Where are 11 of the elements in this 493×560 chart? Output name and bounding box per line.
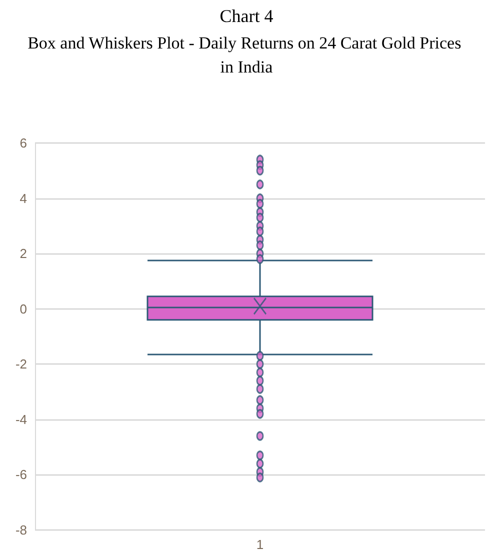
x-tick-label: 1 [256,537,264,552]
chart-title: Chart 4 [220,6,274,26]
y-tick-label: -2 [15,356,27,372]
y-tick-label: 6 [20,136,27,150]
y-tick-label: -4 [15,412,27,427]
y-tick-label: 2 [20,246,27,262]
y-tick-label: -8 [15,522,27,538]
y-tick-label: -6 [15,467,27,482]
chart-subtitle: Box and Whiskers Plot - Daily Returns on 24 Carat Gold Prices in India [28,34,466,76]
y-tick-label: 4 [20,190,27,206]
y-tick-label: 0 [20,301,27,316]
